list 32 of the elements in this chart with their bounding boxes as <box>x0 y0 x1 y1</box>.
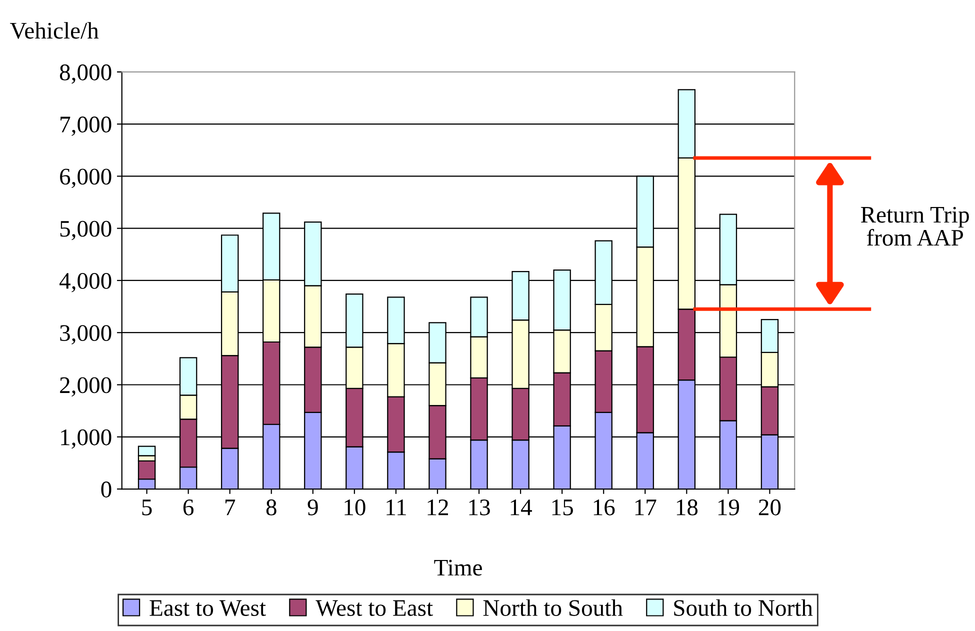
y-tick-label: 6,000 <box>60 168 112 188</box>
x-tick-label: 15 <box>552 500 573 516</box>
y-tick-label: 2,000 <box>60 377 112 397</box>
y-tick-label: 5,000 <box>60 220 112 240</box>
x-tick-label: 18 <box>676 499 698 516</box>
x-tick-label: 9 <box>308 499 318 516</box>
x-tick-label: 10 <box>344 499 366 516</box>
x-tick-label: 17 <box>635 500 656 516</box>
y-tick-label: 3,000 <box>60 325 112 344</box>
x-tick-label: 19 <box>718 499 740 516</box>
legend-label: West to East <box>316 600 433 616</box>
x-tick-label: 6 <box>183 499 194 516</box>
x-tick-label: 13 <box>469 499 490 516</box>
x-tick-label: 7 <box>226 500 236 516</box>
text: Return Trip from AAP <box>860 206 969 246</box>
y-tick-label: 0 <box>101 482 112 498</box>
legend-label: East to West <box>150 600 266 616</box>
y-tick-label: 4,000 <box>59 272 112 292</box>
y-tick-label: 7,000 <box>60 116 112 136</box>
x-tick-label: 5 <box>142 500 152 516</box>
x-tick-label: 12 <box>428 499 448 516</box>
x-tick-label: 11 <box>386 500 406 516</box>
y-tick-label: 8,000 <box>60 64 112 84</box>
y-axis-title: Vehicle/h <box>10 22 99 39</box>
x-tick-label: 20 <box>758 499 781 516</box>
x-axis-title: Time <box>434 560 482 576</box>
x-tick-label: 14 <box>510 500 532 516</box>
legend-label: North to South <box>483 599 623 616</box>
x-tick-label: 8 <box>266 499 276 516</box>
y-tick-label: 1,000 <box>61 429 112 449</box>
x-tick-label: 16 <box>594 499 615 516</box>
legend-label: South to North <box>674 599 813 616</box>
